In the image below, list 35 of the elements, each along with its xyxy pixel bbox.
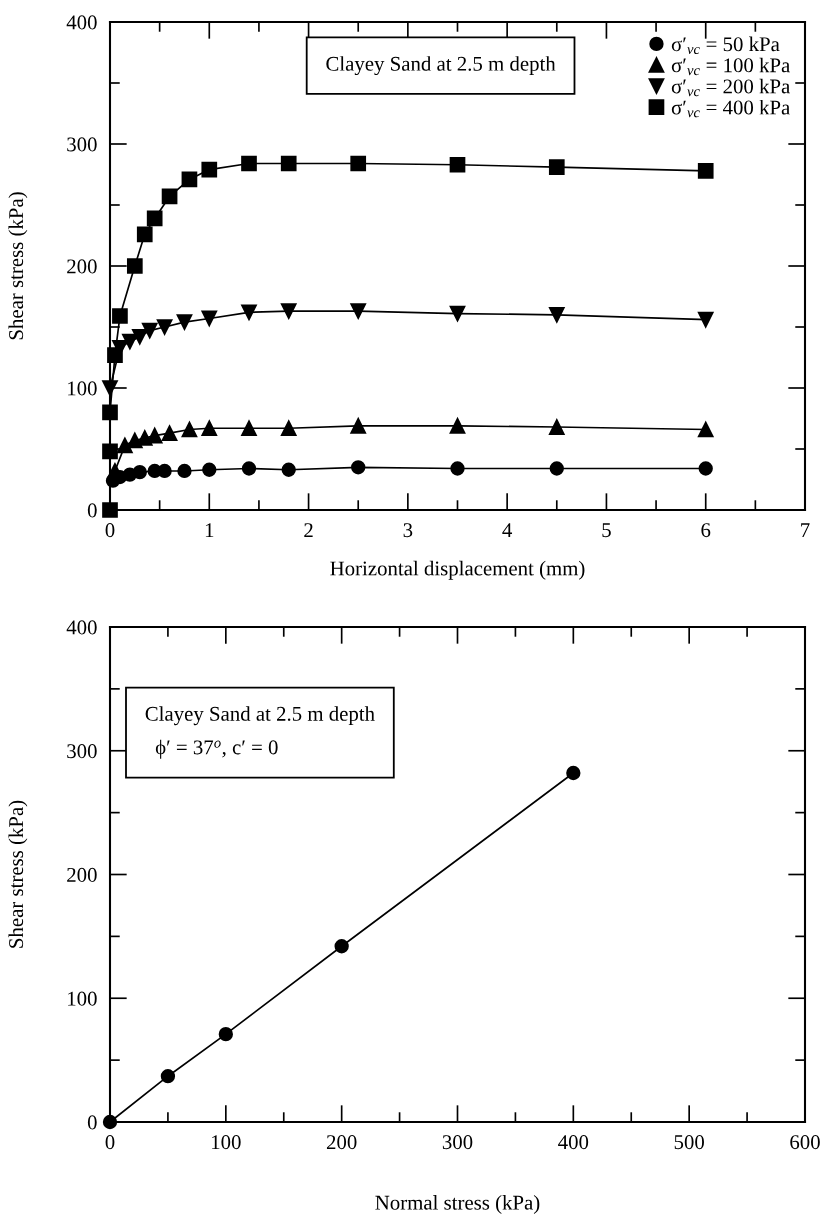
x-tick-label: 4 — [502, 523, 513, 537]
x-tick-label: 6 — [701, 523, 711, 538]
annotation: Clayey Sand at 2.5 m depth ϕ′ = 37$^{o}$, c′ = 0 — [145, 706, 375, 759]
x-axis-title: Normal stress (kPa) — [375, 1195, 540, 1214]
x-tick-label: 200 — [326, 1135, 357, 1150]
y-tick-label: 400 — [66, 15, 97, 30]
legend-label: σ′$_{vc}$ = 50 kPa — [671, 36, 780, 55]
legend-label: σ′$_{vc}$ = 200 kPa — [671, 78, 791, 97]
y-tick-label: 100 — [68, 991, 97, 1006]
y-tick-label: 200 — [67, 259, 97, 274]
x-tick-label: 100 — [212, 1135, 241, 1150]
x-tick-label: 300 — [442, 1135, 473, 1150]
y-tick-label: 400 — [66, 620, 97, 635]
y-axis-title: Shear stress (kPa) — [8, 800, 28, 948]
y-tick-label: 300 — [67, 744, 97, 759]
legend-label: σ′$_{vc}$ = 400 kPa — [671, 99, 791, 118]
x-tick-label: 400 — [558, 1135, 589, 1150]
y-tick-label: 100 — [68, 381, 97, 396]
legend-label: σ′$_{vc}$ = 100 kPa — [671, 57, 791, 76]
x-tick-label: 2 — [304, 523, 313, 537]
x-tick-label: 0 — [105, 1135, 115, 1150]
y-tick-label: 300 — [67, 137, 97, 152]
x-tick-label: 500 — [674, 1135, 704, 1150]
x-axis-title: Horizontal displacement (mm) — [330, 560, 585, 580]
x-tick-label: 5 — [602, 523, 611, 538]
x-tick-label: 1 — [205, 523, 214, 537]
x-tick-label: 600 — [790, 1135, 820, 1150]
y-axis-title: Shear stress (kPa) — [8, 192, 28, 340]
annotation: Clayey Sand at 2.5 m depth — [326, 56, 556, 76]
y-tick-label: 0 — [87, 503, 97, 518]
y-tick-label: 200 — [67, 867, 97, 882]
y-tick-label: 0 — [87, 1115, 97, 1130]
x-tick-label: 7 — [801, 523, 810, 537]
x-tick-label: 3 — [403, 523, 413, 538]
x-tick-label: 0 — [105, 523, 115, 538]
